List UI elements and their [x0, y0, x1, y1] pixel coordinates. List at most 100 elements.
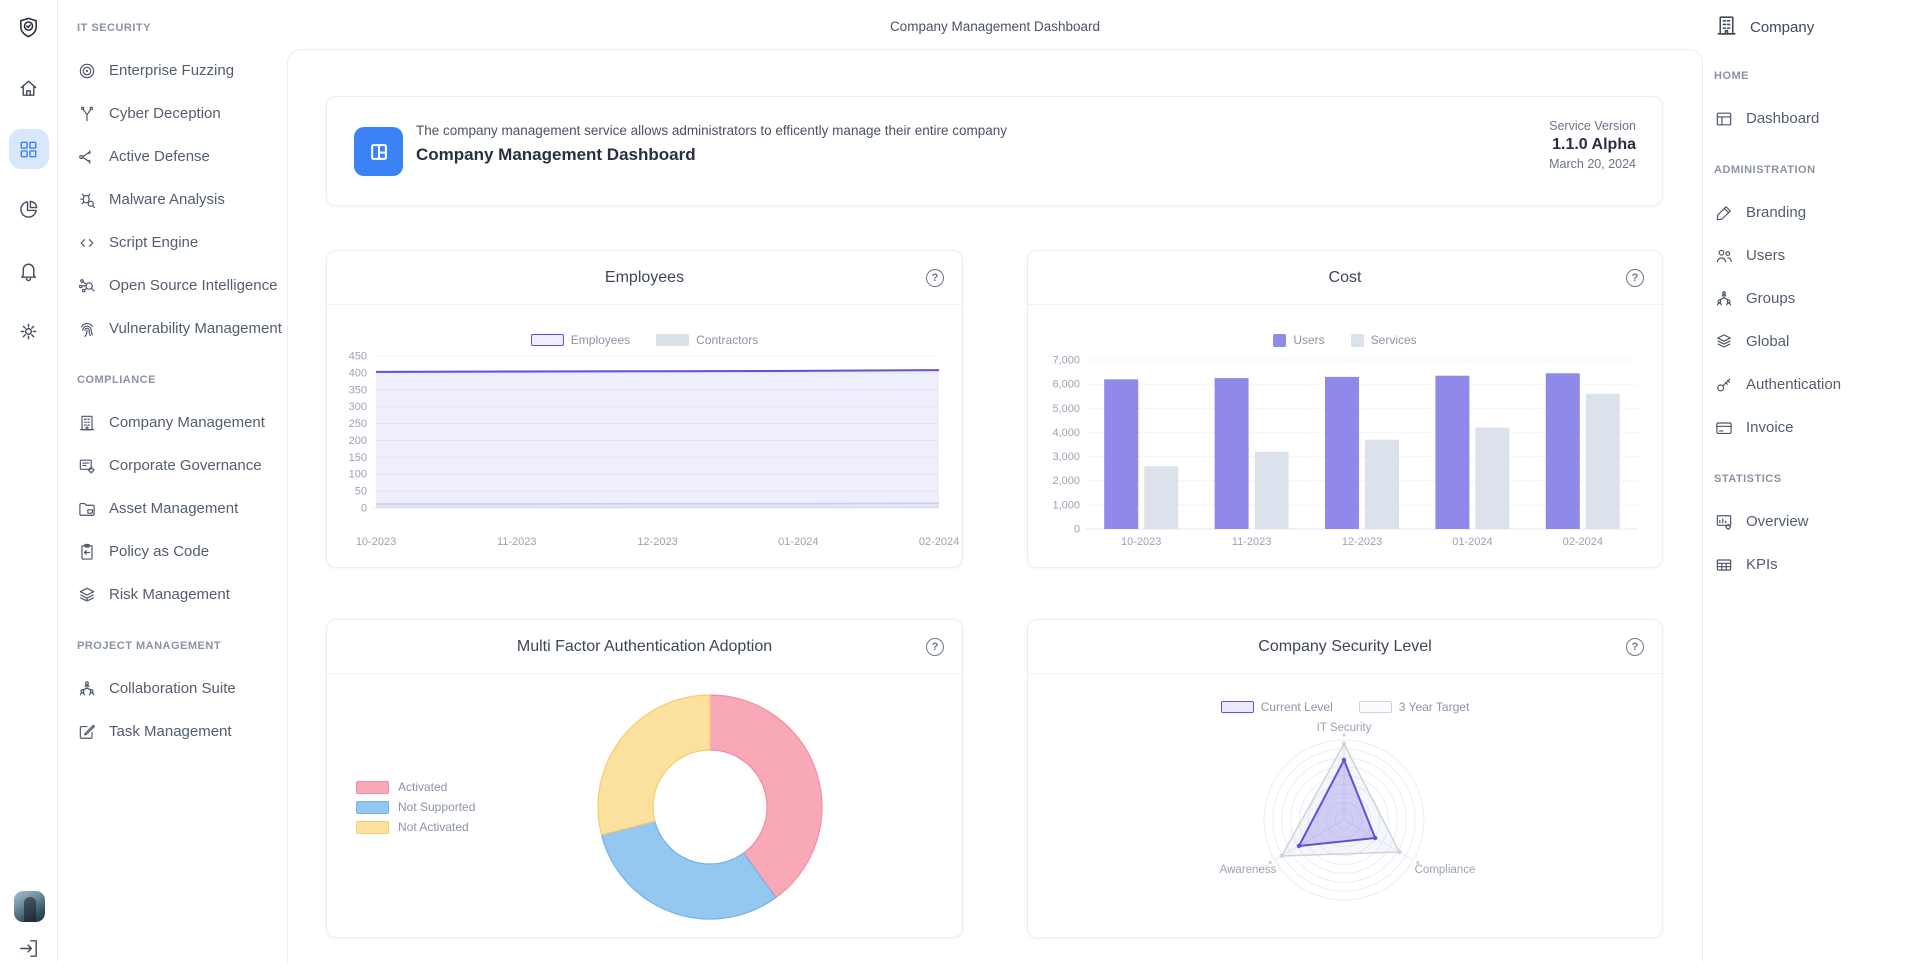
- sidebar-item-enterprise-fuzzing[interactable]: Enterprise Fuzzing: [77, 49, 287, 92]
- svg-text:5,000: 5,000: [1052, 403, 1080, 415]
- legend-item-not-supported[interactable]: Not Supported: [356, 800, 475, 814]
- sidebar-item-invoice[interactable]: Invoice: [1714, 406, 1914, 449]
- sidebar-item-kpis[interactable]: KPIs: [1714, 543, 1914, 586]
- company-header[interactable]: Company: [1714, 0, 1914, 54]
- fingerprint-icon: [77, 319, 97, 339]
- notifications-bell-icon[interactable]: [9, 250, 49, 290]
- sidebar-item-overview[interactable]: Overview: [1714, 500, 1914, 543]
- legend-item-3-year-target[interactable]: 3 Year Target: [1358, 700, 1469, 714]
- security-legend: Current Level 3 Year Target: [1028, 700, 1662, 714]
- legend-item-users[interactable]: Users: [1273, 333, 1325, 347]
- home-icon[interactable]: [9, 68, 49, 108]
- sidebar-item-label: Malware Analysis: [109, 191, 225, 208]
- svg-text:12-2023: 12-2023: [1342, 536, 1382, 548]
- sidebar-item-branding[interactable]: Branding: [1714, 191, 1914, 234]
- sign-out-icon[interactable]: [9, 928, 49, 968]
- svg-text:350: 350: [349, 384, 367, 396]
- svg-text:11-2023: 11-2023: [497, 536, 537, 548]
- sidebar-item-label: KPIs: [1746, 556, 1778, 573]
- right-sidebar: Company HOME Dashboard ADMINISTRATION Brand…: [1714, 0, 1914, 586]
- apps-grid-icon[interactable]: [8, 129, 49, 169]
- sidebar-item-global[interactable]: Global: [1714, 320, 1914, 363]
- page-title: Company Management Dashboard: [889, 19, 1101, 34]
- sidebar-item-risk-management[interactable]: Risk Management: [77, 573, 287, 616]
- pie-chart-icon[interactable]: [9, 189, 49, 229]
- folder-icon: [77, 499, 97, 519]
- settings-gear-icon[interactable]: [9, 311, 49, 351]
- svg-text:Awareness: Awareness: [1220, 864, 1277, 876]
- mfa-card-header: Multi Factor Authentication Adoption ?: [327, 620, 962, 674]
- sidebar-item-script-engine[interactable]: Script Engine: [77, 221, 287, 264]
- sidebar-item-dashboard[interactable]: Dashboard: [1714, 97, 1914, 140]
- sidebar-item-users[interactable]: Users: [1714, 234, 1914, 277]
- board-stats-icon: [1714, 512, 1734, 532]
- svg-text:300: 300: [349, 401, 367, 413]
- sidebar-item-label: Corporate Governance: [109, 457, 262, 474]
- document-gear-icon: [77, 456, 97, 476]
- sidebar-item-cyber-deception[interactable]: Cyber Deception: [77, 92, 287, 135]
- group-org-icon: [1714, 289, 1734, 309]
- sidebar-item-label: Task Management: [109, 723, 232, 740]
- legend-swatch: [356, 820, 389, 834]
- help-icon[interactable]: ?: [1626, 638, 1644, 656]
- help-icon[interactable]: ?: [926, 269, 944, 287]
- legend-item-current-level[interactable]: Current Level: [1220, 700, 1333, 714]
- cost-bar-chart: 0 1,000 2,000 3,000 4,000 5,000 6,000 7,000 10-2…: [1052, 355, 1638, 548]
- service-version-date: March 20, 2024: [1549, 157, 1636, 171]
- sidebar-item-collaboration-suite[interactable]: Collaboration Suite: [77, 667, 287, 710]
- legend-swatch: [356, 800, 389, 814]
- svg-text:02-2024: 02-2024: [919, 536, 959, 548]
- section-label-statistics: STATISTICS: [1714, 472, 1782, 485]
- employees-card: Employees ? Employees Contractors 0 50 100…: [326, 250, 963, 568]
- sidebar-item-label: Open Source Intelligence: [109, 277, 278, 294]
- legend-item-services[interactable]: Services: [1350, 333, 1417, 347]
- sidebar-item-label: Risk Management: [109, 586, 230, 603]
- legend-item-employees[interactable]: Employees: [530, 333, 631, 347]
- svg-text:4,000: 4,000: [1052, 427, 1080, 439]
- sidebar-item-label: Cyber Deception: [109, 105, 221, 122]
- sidebar-item-authentication[interactable]: Authentication: [1714, 363, 1914, 406]
- sidebar-item-malware-analysis[interactable]: Malware Analysis: [77, 178, 287, 221]
- sidebar-item-active-defense[interactable]: Active Defense: [77, 135, 287, 178]
- main-panel: The company management service allows ad…: [287, 49, 1703, 962]
- security-level-card: Company Security Level ? Current Level 3…: [1027, 619, 1663, 938]
- help-icon[interactable]: ?: [1626, 269, 1644, 287]
- cost-card-title: Cost: [1328, 268, 1362, 286]
- bug-search-icon: [77, 190, 97, 210]
- section-label-compliance: COMPLIANCE: [77, 373, 156, 386]
- sidebar-item-label: Asset Management: [109, 500, 239, 517]
- svg-text:150: 150: [349, 452, 367, 464]
- sidebar-item-asset-management[interactable]: Asset Management: [77, 487, 287, 530]
- legend-swatch: [1358, 701, 1392, 713]
- table-icon: [1714, 555, 1734, 575]
- sidebar-item-groups[interactable]: Groups: [1714, 277, 1914, 320]
- legend-item-contractors[interactable]: Contractors: [656, 333, 758, 347]
- legend-label: Services: [1370, 333, 1417, 347]
- sidebar-item-task-management[interactable]: Task Management: [77, 710, 287, 753]
- svg-text:50: 50: [355, 486, 367, 498]
- sidebar-item-company-management[interactable]: Company Management: [77, 401, 287, 444]
- sidebar-item-label: Global: [1746, 333, 1790, 350]
- sidebar-item-open-source-intelligence[interactable]: Open Source Intelligence: [77, 264, 287, 307]
- legend-item-not-activated[interactable]: Not Activated: [356, 820, 475, 834]
- legend-label: Activated: [398, 780, 448, 794]
- svg-text:200: 200: [349, 435, 367, 447]
- legend-label: Not Supported: [398, 800, 476, 814]
- sidebar-item-vulnerability-management[interactable]: Vulnerability Management: [77, 307, 287, 350]
- sidebar-item-label: Enterprise Fuzzing: [109, 62, 235, 79]
- service-banner: The company management service allows ad…: [326, 96, 1663, 206]
- user-avatar[interactable]: [14, 891, 45, 922]
- legend-label: Employees: [570, 333, 631, 347]
- legend-swatch: [530, 334, 564, 346]
- cost-legend: Users Services: [1028, 333, 1662, 347]
- svg-text:Compliance: Compliance: [1415, 864, 1476, 876]
- sidebar-item-label: Collaboration Suite: [109, 680, 236, 697]
- help-icon[interactable]: ?: [926, 638, 944, 656]
- pen-icon: [1714, 203, 1734, 223]
- legend-item-activated[interactable]: Activated: [356, 780, 475, 794]
- legend-label: Users: [1293, 333, 1325, 347]
- sidebar-item-policy-as-code[interactable]: Policy as Code: [77, 530, 287, 573]
- cost-card: Cost ? Users Services 0 1,000 2,000 3,000 4,…: [1027, 250, 1663, 568]
- sidebar-item-corporate-governance[interactable]: Corporate Governance: [77, 444, 287, 487]
- mfa-card-title: Multi Factor Authentication Adoption: [516, 637, 773, 655]
